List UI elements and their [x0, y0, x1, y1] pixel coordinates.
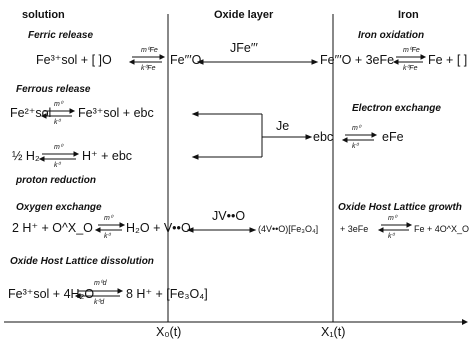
eq2-rate-backward: k⁰ — [54, 119, 61, 126]
header-iron: Iron — [398, 9, 419, 21]
vacancy-flux-label: JV••O — [212, 209, 246, 223]
eq1-left-arrows — [128, 54, 166, 65]
eq4-right-rate-backward: k⁰ — [388, 233, 395, 240]
eq3-rate-forward: m⁰ — [54, 144, 63, 151]
electron-rate-forward: m⁰ — [352, 125, 361, 132]
axis-arrowhead — [462, 319, 468, 325]
eq4-right-electrons: + 3eFe — [340, 224, 369, 234]
electron-bracket — [191, 111, 313, 160]
eq1-right-species: Fe′′′O + 3eFe — [320, 53, 395, 67]
eq5-rate-forward: m⁰d — [94, 280, 107, 287]
electron-flux-label: Je — [276, 119, 290, 133]
eq4-oxide-lattice: (4V••O)[Fe₃O₄] — [258, 224, 319, 234]
eq2-reactant: Fe²⁺sol — [10, 106, 52, 120]
eq1-right-rate-forward: m⁰Fe — [403, 47, 420, 54]
eq5-reactants: Fe³⁺sol + 4H₂O — [8, 287, 95, 301]
label-proton-reduction: proton reduction — [16, 175, 96, 186]
electron-exchange-arrows — [341, 132, 378, 143]
eq1-oxide-species: Fe′′′O — [170, 53, 202, 67]
eq5-rate-backward: k⁰d — [94, 299, 105, 306]
axis-label-x0: X₀(t) — [156, 325, 182, 339]
label-oxygen-exchange: Oxygen exchange — [16, 202, 102, 213]
eq4-rate-forward: m⁰ — [104, 215, 113, 222]
eq3-products: H⁺ + ebc — [82, 149, 133, 163]
eq3-arrows — [38, 151, 80, 162]
eq1-right-rate-backward: k⁰Fe — [403, 65, 418, 72]
label-ferrous-release: Ferrous release — [16, 84, 91, 95]
electron-efe: eFe — [382, 130, 404, 144]
eq4-reactants: 2 H⁺ + O^X_O — [12, 221, 93, 235]
eq5-arrows — [74, 288, 124, 299]
eq3-reactant: ½ H₂ — [12, 149, 40, 163]
header-oxide-layer: Oxide layer — [214, 9, 274, 21]
eq1-right-arrows — [392, 54, 427, 65]
eq1-rate-backward: k⁰Fe — [141, 65, 156, 72]
eq4-final-products: Fe + 4O^X_O — [414, 224, 469, 234]
eq2-rate-forward: m⁰ — [54, 101, 63, 108]
eq4-left-arrows — [94, 222, 126, 233]
eq4-products: H₂O + V••O — [126, 221, 191, 235]
axis-label-x1: X₁(t) — [321, 325, 346, 339]
label-electron-exchange: Electron exchange — [352, 103, 441, 114]
vacancy-flux-arrow — [186, 227, 257, 233]
electron-rate-backward: k⁰ — [352, 143, 359, 150]
eq4-right-rate-forward: m⁰ — [388, 215, 397, 222]
electron-ebc: ebc — [313, 130, 334, 144]
label-host-lattice-growth: Oxide Host Lattice growth — [338, 202, 462, 213]
eq5-products: 8 H⁺ + [Fe₃O₄] — [126, 287, 208, 301]
eq2-products: Fe³⁺sol + ebc — [78, 106, 154, 120]
label-host-lattice-dissolution: Oxide Host Lattice dissolution — [10, 256, 154, 267]
label-ferric-release: Ferric release — [28, 30, 94, 41]
eq1-reactants: Fe³⁺sol + [ ]O — [36, 53, 112, 67]
header-solution: solution — [22, 9, 65, 21]
eq2-arrows — [40, 108, 76, 119]
eq1-flux-label: JFe′′′ — [230, 41, 258, 55]
eq4-right-arrows — [377, 222, 413, 233]
eq1-products: Fe + [ ] — [428, 53, 468, 67]
eq1-rate-forward: m⁰Fe — [141, 47, 158, 54]
eq4-rate-backward: k⁰ — [104, 233, 111, 240]
eq3-rate-backward: k⁰ — [54, 162, 61, 169]
fe-flux-arrow — [196, 59, 319, 65]
label-iron-oxidation: Iron oxidation — [358, 30, 425, 41]
